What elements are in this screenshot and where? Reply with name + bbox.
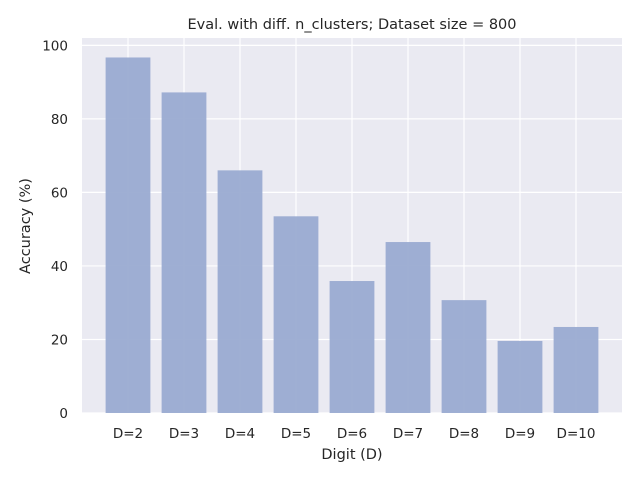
x-tick-label: D=10 xyxy=(557,426,596,442)
y-tick-label: 80 xyxy=(51,112,68,128)
x-tick-label: D=4 xyxy=(225,426,255,442)
x-axis-label: Digit (D) xyxy=(321,447,382,463)
bar xyxy=(553,326,599,413)
chart-title: Eval. with diff. n_clusters; Dataset siz… xyxy=(187,17,516,33)
bar xyxy=(441,300,487,413)
bar xyxy=(217,170,263,413)
x-tick-labels: D=2 D=3 D=4 D=5 D=6 D=7 D=8 D=9 D=10 xyxy=(113,426,596,442)
y-tick-labels: 0 20 40 60 80 100 xyxy=(42,38,68,422)
x-tick-label: D=7 xyxy=(393,426,423,442)
y-axis-label: Accuracy (%) xyxy=(18,178,34,274)
bar xyxy=(385,242,431,413)
y-tick-label: 60 xyxy=(51,185,68,201)
bar xyxy=(105,57,151,414)
y-tick-label: 100 xyxy=(42,38,68,54)
bar xyxy=(273,216,319,413)
bar xyxy=(497,340,543,413)
bar xyxy=(329,281,375,413)
y-tick-label: 0 xyxy=(59,406,68,422)
bar xyxy=(161,92,207,413)
x-tick-label: D=9 xyxy=(505,426,535,442)
y-tick-label: 20 xyxy=(51,332,68,348)
x-tick-label: D=3 xyxy=(169,426,199,442)
x-tick-label: D=8 xyxy=(449,426,479,442)
bars xyxy=(105,57,599,414)
x-tick-label: D=6 xyxy=(337,426,367,442)
y-tick-label: 40 xyxy=(51,259,68,275)
x-tick-label: D=5 xyxy=(281,426,311,442)
x-tick-label: D=2 xyxy=(113,426,143,442)
